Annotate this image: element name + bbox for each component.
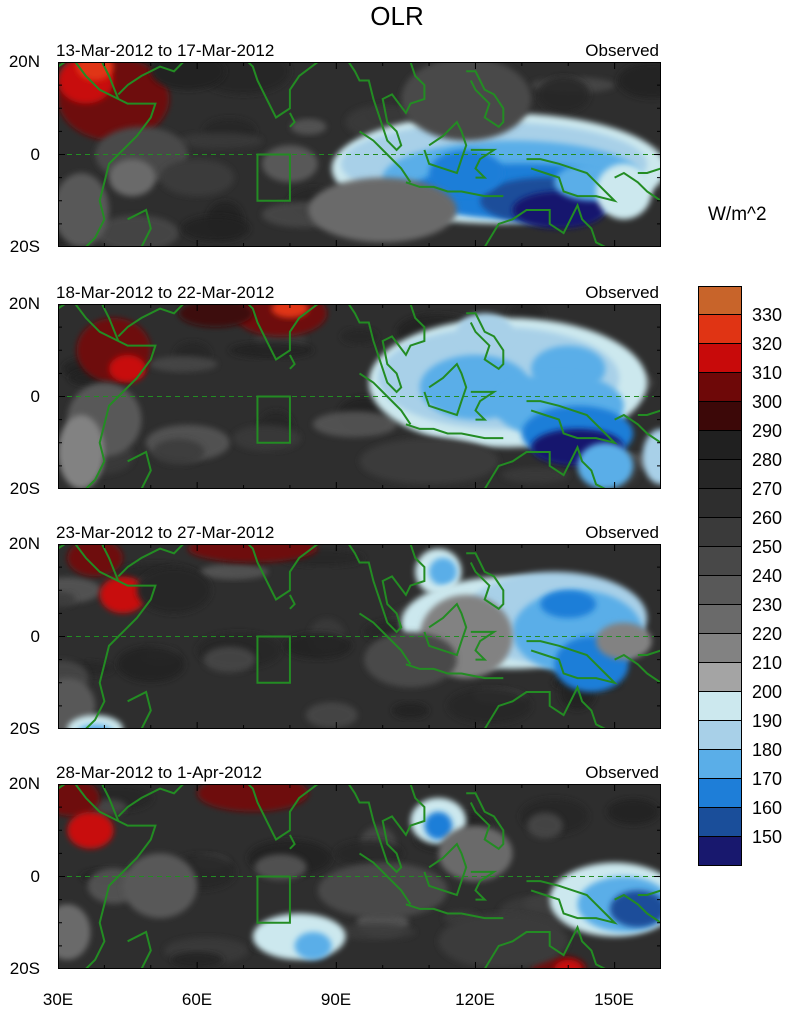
colorbar-swatch bbox=[698, 460, 742, 489]
colorbar-swatch bbox=[698, 605, 742, 634]
colorbar-swatch bbox=[698, 344, 742, 373]
panel-date-range: 23-Mar-2012 to 27-Mar-2012 bbox=[56, 523, 275, 542]
colorbar-swatch bbox=[698, 721, 742, 750]
map-panel-3: 23-Mar-2012 to 27-Mar-2012 Observed 20N 0 20… bbox=[0, 522, 690, 762]
colorbar-label: 330 bbox=[752, 305, 783, 325]
y-tick-label: 0 bbox=[30, 626, 40, 646]
panel-source-label: Observed bbox=[585, 523, 659, 542]
colorbar-frame bbox=[698, 286, 742, 866]
x-tick-120e: 120E bbox=[455, 990, 495, 1009]
y-tick-label: 20S bbox=[9, 719, 40, 738]
map-panel-1: 13-Mar-2012 to 17-Mar-2012 Observed 20N 0 20… bbox=[0, 40, 690, 280]
colorbar-swatch bbox=[698, 286, 742, 315]
colorbar-label: 260 bbox=[752, 508, 783, 528]
colorbar-label: 230 bbox=[752, 595, 783, 615]
colorbar-label: 200 bbox=[752, 682, 783, 702]
y-tick-label: 0 bbox=[30, 386, 40, 406]
colorbar-swatch bbox=[698, 692, 742, 721]
y-tick-label: 20S bbox=[9, 479, 40, 498]
panel-source-label: Observed bbox=[585, 283, 659, 302]
colorbar-label: 150 bbox=[752, 827, 783, 847]
y-tick-label: 20N bbox=[8, 294, 40, 313]
olr-contour-map bbox=[58, 304, 661, 489]
map-panel-4: 28-Mar-2012 to 1-Apr-2012 Observed 20N 0 20S bbox=[0, 762, 690, 1002]
olr-contour-map bbox=[58, 784, 661, 969]
colorbar-swatch bbox=[698, 489, 742, 518]
x-tick-150e: 150E bbox=[594, 990, 634, 1009]
colorbar-swatch bbox=[698, 779, 742, 808]
colorbar-swatch bbox=[698, 808, 742, 837]
olr-contour-map bbox=[58, 62, 661, 247]
map-panel-2: 18-Mar-2012 to 22-Mar-2012 Observed 20N 0 20… bbox=[0, 282, 690, 522]
panel-source-label: Observed bbox=[585, 41, 659, 60]
colorbar-label: 160 bbox=[752, 798, 783, 818]
colorbar-swatch bbox=[698, 663, 742, 692]
colorbar-label: 290 bbox=[752, 421, 783, 441]
colorbar-swatch bbox=[698, 518, 742, 547]
colorbar-label: 180 bbox=[752, 740, 783, 760]
colorbar-swatch bbox=[698, 373, 742, 402]
panel-date-range: 28-Mar-2012 to 1-Apr-2012 bbox=[56, 763, 263, 782]
colorbar-label: 210 bbox=[752, 653, 783, 673]
y-tick-label: 20S bbox=[9, 959, 40, 978]
x-tick-90e: 90E bbox=[320, 990, 352, 1009]
colorbar-label: 190 bbox=[752, 711, 783, 731]
colorbar-label: 250 bbox=[752, 537, 783, 557]
colorbar-swatch bbox=[698, 837, 742, 866]
colorbar-swatch bbox=[698, 315, 742, 344]
y-tick-label: 20N bbox=[8, 534, 40, 553]
colorbar-label: 240 bbox=[752, 566, 783, 586]
panel-date-range: 13-Mar-2012 to 17-Mar-2012 bbox=[56, 41, 275, 60]
colorbar-label: 280 bbox=[752, 450, 783, 470]
colorbar-swatch bbox=[698, 634, 742, 663]
colorbar-label: 310 bbox=[752, 363, 783, 383]
figure-title: OLR bbox=[370, 1, 424, 31]
colorbar-swatch bbox=[698, 547, 742, 576]
colorbar-swatch bbox=[698, 750, 742, 779]
y-tick-label: 20S bbox=[9, 237, 40, 256]
colorbar-units: W/m^2 bbox=[708, 204, 767, 225]
panel-source-label: Observed bbox=[585, 763, 659, 782]
y-tick-label: 0 bbox=[30, 144, 40, 164]
panel-date-range: 18-Mar-2012 to 22-Mar-2012 bbox=[56, 283, 275, 302]
y-tick-label: 20N bbox=[8, 774, 40, 793]
x-tick-60e: 60E bbox=[181, 990, 213, 1009]
colorbar-swatch bbox=[698, 431, 742, 460]
colorbar-swatch bbox=[698, 402, 742, 431]
x-tick-30e: 30E bbox=[42, 990, 74, 1009]
olr-contour-map bbox=[58, 544, 661, 729]
colorbar-label: 320 bbox=[752, 334, 783, 354]
colorbar-label: 170 bbox=[752, 769, 783, 789]
colorbar-label: 270 bbox=[752, 479, 783, 499]
colorbar-label: 300 bbox=[752, 392, 783, 412]
colorbar-swatch bbox=[698, 576, 742, 605]
colorbar-label: 220 bbox=[752, 624, 783, 644]
y-tick-label: 20N bbox=[8, 52, 40, 71]
y-tick-label: 0 bbox=[30, 866, 40, 886]
